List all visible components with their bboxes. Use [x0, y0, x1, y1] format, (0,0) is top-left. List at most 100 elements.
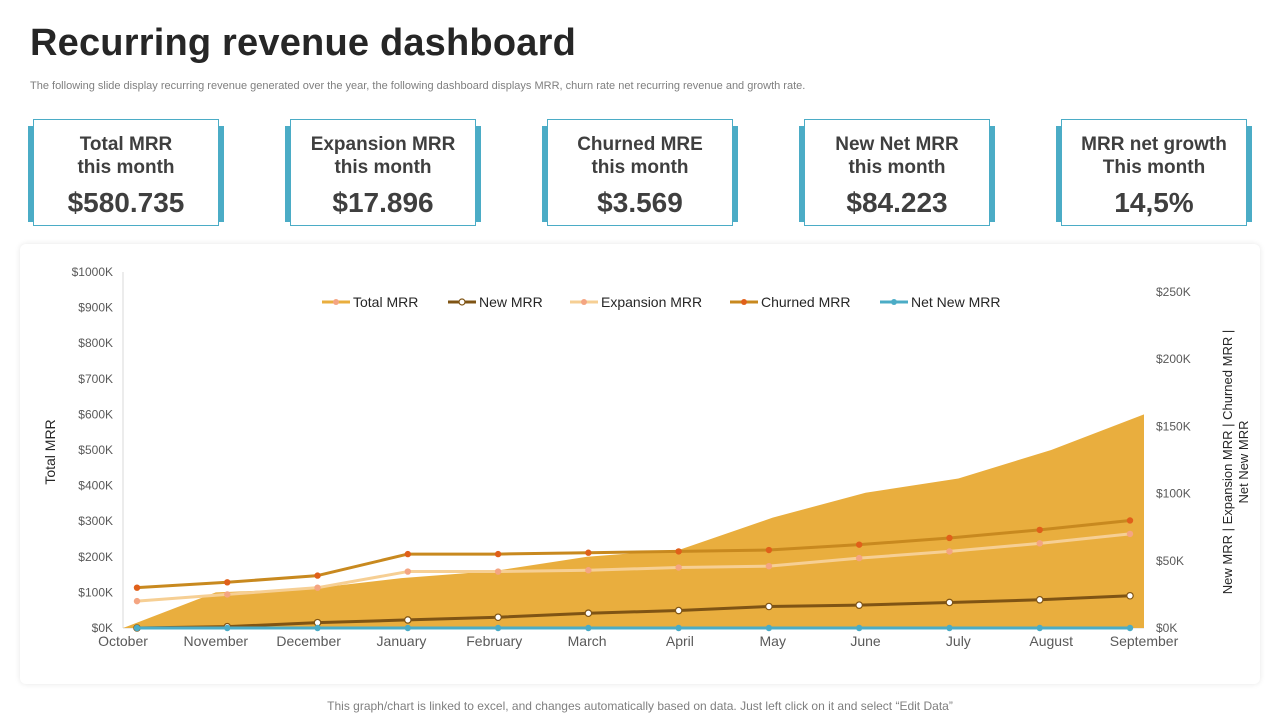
- new-mrr-point: [494, 613, 502, 622]
- new-mrr-point: [404, 616, 412, 624]
- churned-mrr-point: [675, 548, 682, 555]
- net-new-mrr-point: [585, 624, 592, 632]
- x-tick-label: September: [1110, 633, 1179, 649]
- y-tick-label: $800K: [78, 336, 113, 350]
- expansion-mrr-point: [133, 597, 141, 605]
- x-tick-label: January: [377, 633, 427, 649]
- expansion-mrr-point: [946, 548, 953, 555]
- x-tick-label: May: [760, 633, 786, 649]
- new-mrr-point: [855, 601, 863, 609]
- kpi-value: $84.223: [846, 187, 948, 218]
- expansion-mrr-point: [494, 568, 502, 575]
- kpi-card-new-net-mrr: New Net MRR this month $84.223: [799, 119, 995, 226]
- kpi-label: Expansion MRR this month: [310, 134, 456, 178]
- net-new-mrr-point: [675, 624, 682, 632]
- kpi-card-churned-mre: Churned MRE this month $3.569: [542, 119, 738, 226]
- new-mrr-line: [136, 594, 1131, 630]
- y2-tick-label: $0K: [1156, 621, 1177, 635]
- legend-marker-total-mrr: [333, 299, 339, 305]
- legend-label-churned-mrr: Churned MRR: [761, 294, 850, 310]
- net-new-mrr-point: [765, 624, 773, 632]
- footer-note: This graph/chart is linked to excel, and…: [327, 699, 953, 713]
- y-tick-label: $1000K: [72, 265, 113, 279]
- legend-marker-churned-mrr: [741, 299, 747, 305]
- new-mrr-point: [765, 602, 773, 611]
- churned-mrr-point: [133, 584, 141, 591]
- expansion-mrr-line: [136, 532, 1131, 603]
- legend-label-expansion-mrr: Expansion MRR: [601, 294, 702, 310]
- net-new-mrr-point: [404, 624, 412, 632]
- churned-mrr-point: [765, 546, 773, 554]
- kpi-label: Total MRR this month: [77, 134, 175, 178]
- legend-marker-new-mrr: [458, 298, 466, 306]
- new-mrr-point: [584, 609, 593, 618]
- net-new-mrr-point: [133, 624, 141, 632]
- kpi-card-mrr-net-growth: MRR net growth This month 14,5%: [1056, 119, 1252, 226]
- churned-mrr-point: [494, 550, 502, 558]
- new-mrr-point: [1035, 595, 1044, 604]
- y-tick-label: $0K: [92, 621, 113, 635]
- net-new-mrr-point: [946, 624, 953, 632]
- page-title: Recurring revenue dashboard: [30, 22, 576, 64]
- churned-mrr-point: [585, 549, 592, 556]
- y-tick-label: $600K: [78, 407, 113, 421]
- kpi-card-total-mrr: Total MRR this month $580.735: [28, 119, 224, 226]
- net-new-mrr-point: [1036, 624, 1043, 632]
- legend-marker-net-new-mrr: [891, 299, 897, 305]
- x-tick-label: April: [666, 633, 694, 649]
- kpi-value: $3.569: [597, 187, 683, 218]
- x-tick-label: October: [98, 633, 148, 649]
- x-tick-label: August: [1029, 633, 1073, 649]
- new-mrr-point: [945, 598, 954, 607]
- y-axis-title: Total MRR: [42, 419, 58, 484]
- total-mrr-area: [123, 414, 1144, 628]
- expansion-mrr-point: [1036, 540, 1043, 547]
- net-new-mrr-point: [224, 624, 231, 632]
- expansion-mrr-point: [314, 584, 321, 591]
- y2-tick-label: $50K: [1156, 554, 1184, 568]
- page-subtitle: The following slide display recurring re…: [30, 80, 806, 92]
- legend-label-net-new-mrr: Net New MRR: [911, 294, 1000, 310]
- kpi-value: 14,5%: [1114, 187, 1194, 218]
- net-new-mrr-point: [314, 624, 321, 632]
- y-tick-label: $100K: [78, 585, 113, 599]
- y2-tick-label: $100K: [1156, 487, 1191, 501]
- legend-label-new-mrr: New MRR: [479, 294, 543, 310]
- y2-axis-title-line: Net New MRR: [1236, 420, 1251, 503]
- kpi-value: $580.735: [67, 187, 185, 218]
- x-tick-label: June: [850, 633, 881, 649]
- churned-mrr-point: [404, 550, 412, 558]
- churned-mrr-point: [855, 541, 863, 548]
- y-tick-label: $200K: [78, 550, 113, 564]
- x-tick-label: February: [466, 633, 522, 649]
- chart-panel[interactable]: $0K $100K $200K $300K $400K $500K $600K $700K $8…: [20, 244, 1260, 684]
- y2-axis-title-line: New MRR | Expansion MRR | Churned MRR |: [1220, 330, 1235, 594]
- y-tick-label: $700K: [78, 372, 113, 386]
- kpi-label: MRR net growth This month: [1081, 134, 1227, 178]
- kpi-label: Churned MRE this month: [577, 134, 703, 178]
- y-tick-label: $300K: [78, 514, 113, 528]
- new-mrr-point: [674, 606, 683, 615]
- y2-tick-label: $250K: [1156, 285, 1191, 299]
- churned-mrr-line: [136, 518, 1131, 590]
- x-tick-label: November: [184, 633, 249, 649]
- y2-tick-label: $150K: [1156, 419, 1191, 433]
- expansion-mrr-point: [224, 591, 231, 598]
- new-mrr-point: [1126, 591, 1134, 600]
- legend-marker-expansion-mrr: [581, 299, 587, 305]
- expansion-mrr-point: [765, 562, 773, 570]
- churned-mrr-point: [224, 579, 231, 586]
- net-new-mrr-point: [855, 624, 863, 632]
- churned-mrr-point: [946, 534, 953, 542]
- mrr-chart[interactable]: $0K $100K $200K $300K $400K $500K $600K $700K $8…: [20, 244, 1260, 684]
- net-new-mrr-point: [1126, 624, 1134, 632]
- expansion-mrr-point: [1126, 530, 1134, 538]
- y-tick-label: $900K: [78, 301, 113, 315]
- x-tick-label: December: [276, 633, 341, 649]
- kpi-card-expansion-mrr: Expansion MRR this month $17.896: [285, 119, 481, 226]
- net-new-mrr-point: [494, 624, 502, 632]
- churned-mrr-point: [1036, 526, 1043, 534]
- expansion-mrr-point: [585, 567, 592, 574]
- y-tick-label: $400K: [78, 479, 113, 493]
- churned-mrr-point: [314, 572, 321, 579]
